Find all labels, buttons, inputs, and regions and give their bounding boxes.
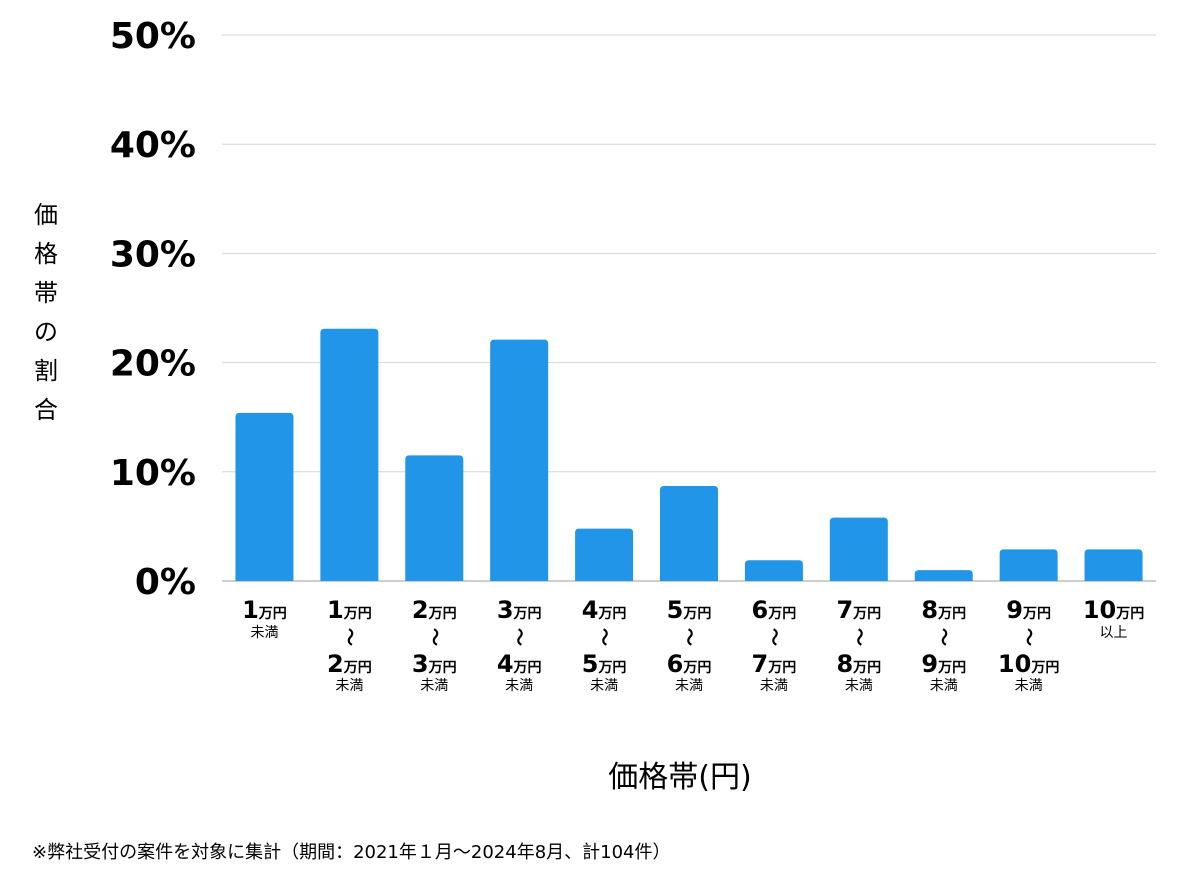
bar [405, 455, 464, 581]
x-tick-price: 3万円 [412, 650, 457, 678]
x-tick-tilde: 〜 [1018, 628, 1039, 646]
x-tick-note: 未満 [760, 678, 788, 694]
x-tick-price: 3万円 [497, 596, 542, 624]
x-tick-note: 未満 [420, 678, 448, 694]
x-tick-price: 8万円 [836, 650, 881, 678]
x-tick-labels: 1万円未満1万円〜2万円未満2万円〜3万円未満3万円〜4万円未満4万円〜5万円未… [242, 596, 1144, 694]
x-tick-price: 2万円 [412, 596, 457, 624]
x-tick-note: 未満 [1015, 678, 1043, 694]
x-tick-price: 4万円 [497, 650, 542, 678]
x-tick-price: 8万円 [921, 596, 966, 624]
bar [235, 412, 294, 581]
y-axis-title-char: 合 [34, 396, 58, 424]
y-tick-label: 40% [110, 125, 196, 166]
x-tick-note: 未満 [590, 678, 618, 694]
y-tick-label: 50% [110, 16, 196, 57]
x-tick-tilde: 〜 [593, 628, 614, 646]
y-axis-title-char: 格 [34, 240, 58, 268]
x-tick-price: 9万円 [921, 650, 966, 678]
y-axis-title-char: 帯 [34, 279, 58, 307]
y-tick-label: 30% [110, 234, 196, 275]
x-tick-note: 未満 [505, 678, 533, 694]
bars [235, 328, 1143, 581]
x-tick-price: 7万円 [752, 650, 797, 678]
x-tick-tilde: 〜 [508, 628, 529, 646]
x-tick-note: 未満 [930, 678, 958, 694]
x-tick-note: 以上 [1100, 625, 1128, 641]
y-axis-title-char: 割 [34, 357, 58, 385]
x-axis-title: 価格帯(円) [608, 760, 752, 795]
x-tick-note: 未満 [335, 678, 363, 694]
bar [1084, 549, 1143, 581]
x-tick-tilde: 〜 [848, 628, 869, 646]
y-tick-label: 10% [110, 453, 196, 494]
x-tick-tilde: 〜 [423, 628, 444, 646]
y-tick-label: 20% [110, 344, 196, 385]
y-tick-label: 0% [135, 562, 196, 603]
y-axis-title-char: 価 [34, 201, 58, 229]
bar [829, 517, 888, 581]
x-tick-price: 1万円 [327, 596, 372, 624]
x-tick-tilde: 〜 [338, 628, 359, 646]
x-tick-price: 5万円 [667, 596, 712, 624]
bar [999, 549, 1058, 581]
bar [914, 570, 973, 581]
x-tick-tilde: 〜 [763, 628, 784, 646]
x-tick-price: 7万円 [836, 596, 881, 624]
bar [575, 528, 634, 581]
x-tick-price: 5万円 [582, 650, 627, 678]
bar [744, 560, 803, 581]
x-tick-price: 6万円 [752, 596, 797, 624]
x-tick-price: 4万円 [582, 596, 627, 624]
x-tick-tilde: 〜 [678, 628, 699, 646]
x-tick-price: 10万円 [998, 650, 1059, 678]
x-tick-tilde: 〜 [933, 628, 954, 646]
bar [660, 485, 718, 581]
x-tick-price: 2万円 [327, 650, 372, 678]
x-tick-note: 未満 [675, 678, 703, 694]
x-tick-note: 未満 [250, 625, 278, 641]
bar [320, 328, 379, 581]
y-axis-title-char: の [34, 318, 58, 346]
y-axis-title: 価格帯の割合 [28, 196, 64, 430]
x-tick-price: 1万円 [242, 596, 287, 624]
y-tick-labels: 0% 10% 20% 30% 40% 50% [110, 16, 196, 603]
x-tick-price: 6万円 [667, 650, 712, 678]
x-tick-note: 未満 [845, 678, 873, 694]
bar [490, 339, 549, 581]
x-tick-price: 10万円 [1083, 596, 1144, 624]
x-tick-price: 9万円 [1006, 596, 1051, 624]
footnote: ※弊社受付の案件を対象に集計（期間：2021年１月〜2024年8月、計104件） [32, 842, 671, 863]
